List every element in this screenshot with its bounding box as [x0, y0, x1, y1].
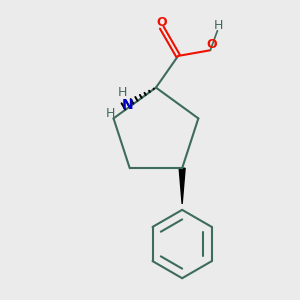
- Text: O: O: [206, 38, 217, 51]
- Text: O: O: [156, 16, 167, 29]
- Polygon shape: [179, 168, 185, 204]
- Text: H: H: [213, 19, 223, 32]
- Text: N: N: [122, 98, 134, 112]
- Text: H: H: [118, 86, 128, 99]
- Text: H: H: [106, 107, 116, 120]
